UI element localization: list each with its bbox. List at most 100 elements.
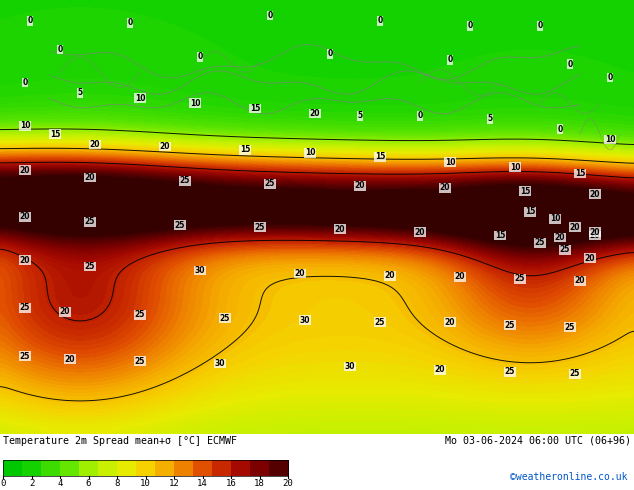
Text: 14: 14 — [197, 479, 208, 488]
Text: 25: 25 — [375, 318, 385, 327]
Text: 25: 25 — [135, 357, 145, 366]
Text: 20: 20 — [20, 256, 30, 265]
Bar — [136, 460, 155, 476]
Text: 25: 25 — [505, 321, 515, 330]
Text: 0: 0 — [327, 49, 333, 58]
Text: 25: 25 — [515, 274, 525, 283]
Text: 10: 10 — [140, 479, 151, 488]
Text: 20: 20 — [590, 231, 600, 240]
Text: 20: 20 — [415, 228, 425, 237]
Bar — [193, 460, 212, 476]
Text: 30: 30 — [195, 266, 205, 275]
Text: 0: 0 — [377, 16, 383, 25]
Text: 20: 20 — [440, 183, 450, 193]
Bar — [22, 460, 41, 476]
Text: 20: 20 — [590, 190, 600, 198]
Text: 0: 0 — [197, 52, 203, 61]
Text: 10: 10 — [550, 215, 560, 223]
Text: 20: 20 — [20, 212, 30, 221]
Text: 20: 20 — [355, 181, 365, 190]
Text: 4: 4 — [57, 479, 63, 488]
Text: 5: 5 — [488, 114, 493, 123]
Bar — [269, 460, 288, 476]
Text: 10: 10 — [510, 163, 521, 172]
Text: 0: 0 — [567, 59, 573, 69]
Text: 5: 5 — [358, 111, 363, 120]
Text: 30: 30 — [300, 316, 310, 324]
Text: 20: 20 — [335, 225, 346, 234]
Text: 10: 10 — [444, 158, 455, 167]
Text: 0: 0 — [417, 111, 423, 120]
Bar — [98, 460, 117, 476]
Text: 20: 20 — [585, 254, 595, 263]
Text: 0: 0 — [57, 45, 63, 54]
Text: 25: 25 — [560, 245, 570, 254]
Text: 20: 20 — [590, 228, 600, 237]
Bar — [155, 460, 174, 476]
Bar — [117, 460, 136, 476]
Text: 15: 15 — [240, 145, 250, 154]
Text: 25: 25 — [135, 310, 145, 319]
Text: 25: 25 — [20, 303, 30, 312]
Text: 25: 25 — [570, 369, 580, 378]
Text: 30: 30 — [345, 362, 355, 371]
Text: 0: 0 — [0, 479, 6, 488]
Text: 25: 25 — [20, 352, 30, 361]
Bar — [3, 460, 288, 476]
Text: Temperature 2m Spread mean+σ [°C] ECMWF: Temperature 2m Spread mean+σ [°C] ECMWF — [3, 436, 237, 446]
Text: 0: 0 — [448, 55, 453, 64]
Text: 15: 15 — [375, 152, 385, 161]
Text: 25: 25 — [535, 238, 545, 247]
Text: 20: 20 — [575, 276, 585, 285]
Text: 8: 8 — [114, 479, 120, 488]
Text: 5: 5 — [77, 88, 82, 98]
Bar — [231, 460, 250, 476]
Text: 20: 20 — [435, 365, 445, 374]
Text: 25: 25 — [565, 323, 575, 332]
Text: 15: 15 — [525, 207, 535, 216]
Text: 0: 0 — [467, 21, 472, 30]
Text: ©weatheronline.co.uk: ©weatheronline.co.uk — [510, 472, 628, 482]
Bar — [60, 460, 79, 476]
Text: 0: 0 — [607, 73, 612, 82]
Text: Mo 03-06-2024 06:00 UTC (06+96): Mo 03-06-2024 06:00 UTC (06+96) — [445, 436, 631, 446]
Text: 15: 15 — [575, 169, 585, 178]
Text: 20: 20 — [570, 222, 580, 232]
Text: 25: 25 — [265, 179, 275, 188]
Text: 20: 20 — [385, 271, 395, 280]
Text: 20: 20 — [90, 140, 100, 149]
Text: 15: 15 — [520, 187, 530, 196]
Text: 20: 20 — [65, 355, 75, 364]
Text: 20: 20 — [555, 233, 566, 242]
Text: 20: 20 — [60, 307, 70, 317]
Text: 10: 10 — [305, 148, 315, 157]
Text: 0: 0 — [268, 11, 273, 20]
Text: 10: 10 — [20, 122, 30, 130]
Text: 25: 25 — [505, 367, 515, 376]
Text: 0: 0 — [27, 16, 32, 25]
Text: 0: 0 — [127, 18, 133, 27]
Text: 16: 16 — [226, 479, 236, 488]
Text: 20: 20 — [20, 166, 30, 175]
Text: 15: 15 — [50, 130, 60, 139]
Text: 25: 25 — [220, 314, 230, 322]
Text: 2: 2 — [29, 479, 34, 488]
Text: 25: 25 — [85, 218, 95, 226]
Text: 25: 25 — [85, 262, 95, 271]
Bar — [174, 460, 193, 476]
Bar — [212, 460, 231, 476]
Text: 10: 10 — [605, 135, 615, 144]
Text: 6: 6 — [86, 479, 91, 488]
Text: 0: 0 — [538, 21, 543, 30]
Text: 20: 20 — [295, 269, 305, 278]
Bar — [41, 460, 60, 476]
Bar — [250, 460, 269, 476]
Bar — [3, 460, 22, 476]
Text: 0: 0 — [557, 124, 562, 134]
Text: 20: 20 — [85, 173, 95, 182]
Text: 20: 20 — [160, 142, 171, 151]
Text: 20: 20 — [455, 272, 465, 281]
Text: 25: 25 — [255, 222, 265, 232]
Text: 20: 20 — [310, 109, 320, 118]
Text: 15: 15 — [495, 231, 505, 240]
